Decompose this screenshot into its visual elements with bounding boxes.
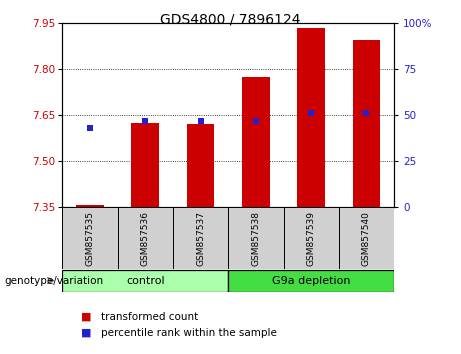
Text: GSM857540: GSM857540	[362, 211, 371, 266]
Text: GDS4800 / 7896124: GDS4800 / 7896124	[160, 12, 301, 27]
Text: GSM857539: GSM857539	[307, 211, 316, 266]
FancyBboxPatch shape	[228, 269, 394, 292]
Text: ■: ■	[81, 312, 91, 322]
Text: genotype/variation: genotype/variation	[5, 275, 104, 286]
Bar	[76, 205, 104, 207]
Bar	[187, 124, 214, 207]
FancyBboxPatch shape	[62, 269, 228, 292]
Bar	[297, 28, 325, 207]
Text: GSM857538: GSM857538	[251, 211, 260, 266]
FancyBboxPatch shape	[173, 207, 228, 269]
FancyBboxPatch shape	[284, 207, 339, 269]
Bar	[242, 77, 270, 207]
FancyBboxPatch shape	[62, 207, 118, 269]
Text: GSM857537: GSM857537	[196, 211, 205, 266]
Text: G9a depletion: G9a depletion	[272, 275, 350, 286]
Text: GSM857536: GSM857536	[141, 211, 150, 266]
Text: percentile rank within the sample: percentile rank within the sample	[101, 328, 278, 338]
Text: ■: ■	[81, 328, 91, 338]
Text: transformed count: transformed count	[101, 312, 199, 322]
Text: control: control	[126, 275, 165, 286]
Text: GSM857535: GSM857535	[85, 211, 95, 266]
Bar	[131, 123, 159, 207]
Bar	[353, 40, 380, 207]
FancyBboxPatch shape	[228, 207, 284, 269]
FancyBboxPatch shape	[118, 207, 173, 269]
FancyBboxPatch shape	[339, 207, 394, 269]
